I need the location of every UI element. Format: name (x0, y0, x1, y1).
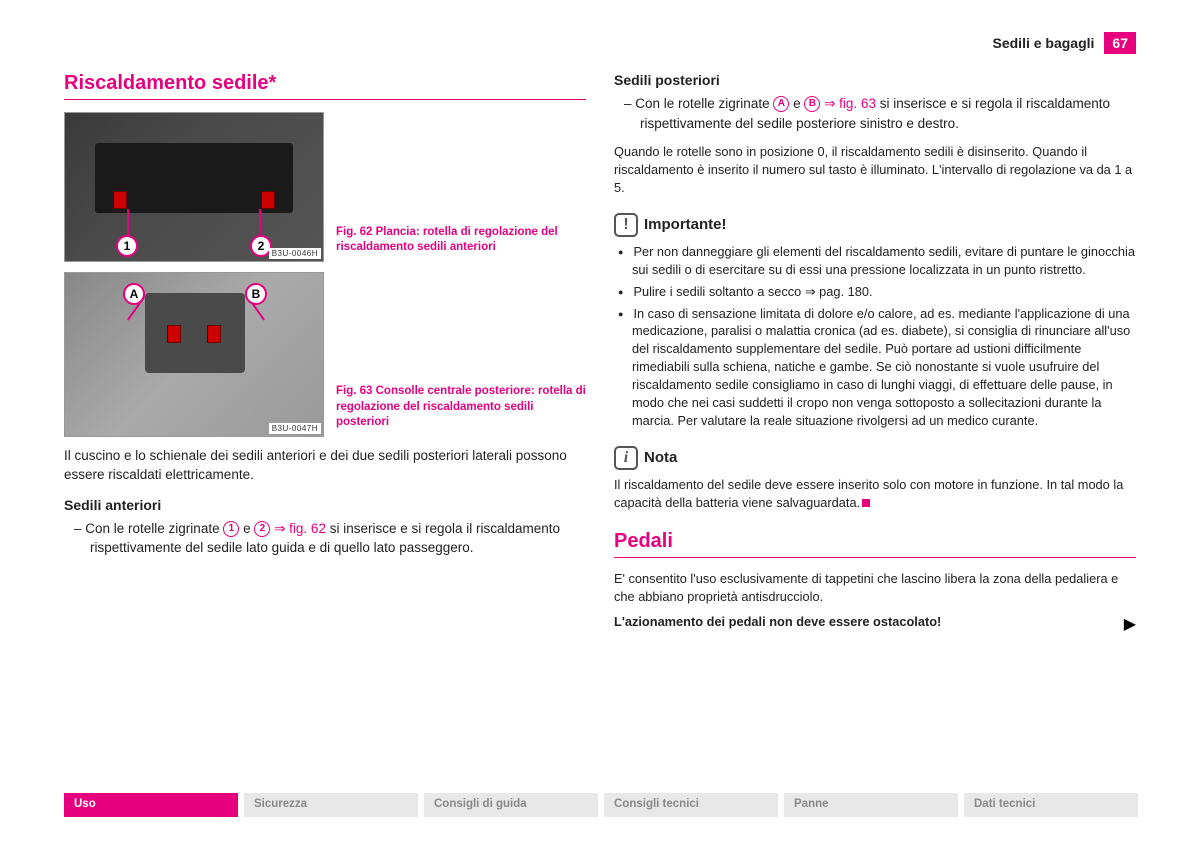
continue-arrow-icon: ▶ (1124, 614, 1136, 634)
heater-button-graphic (113, 191, 127, 209)
pedali-warning: L'azionamento dei pedali non deve essere… (614, 614, 941, 629)
ref-circle-a: A (773, 96, 789, 112)
callout-1: 1 (116, 235, 138, 257)
importante-label: Importante! (644, 216, 727, 233)
page: Sedili e bagagli 67 Riscaldamento sedile… (0, 0, 1200, 634)
figure-62-caption: Fig. 62 Plancia: rotella di regolazione … (336, 225, 586, 262)
end-marker-icon (862, 499, 870, 507)
importante-bullet: Per non danneggiare gli elementi del ris… (614, 243, 1136, 279)
figure-reference: ⇒ fig. 62 (270, 521, 326, 536)
pedali-warning-row: L'azionamento dei pedali non deve essere… (614, 614, 1136, 629)
content-columns: Riscaldamento sedile* 1 2 B3U-0046H Fig.… (64, 72, 1136, 634)
figure-63-caption: Fig. 63 Consolle centrale posteriore: ro… (336, 384, 586, 437)
text-fragment: e (789, 96, 804, 111)
importante-bullet: In caso di sensazione limitata di dolore… (614, 305, 1136, 430)
text-fragment: – Con le rotelle zigrinate (624, 96, 773, 111)
figure-62-image: 1 2 B3U-0046H (64, 112, 324, 262)
nota-paragraph: Il riscaldamento del sedile deve essere … (614, 476, 1136, 512)
subsection-anteriori: Sedili anteriori (64, 497, 586, 513)
ref-circle-b: B (804, 96, 820, 112)
page-header: Sedili e bagagli 67 (64, 32, 1136, 54)
pedali-paragraph: E' consentito l'uso esclusivamente di ta… (614, 570, 1136, 606)
footer-tab-dati-tecnici[interactable]: Dati tecnici (964, 793, 1144, 817)
footer-tab-sicurezza[interactable]: Sicurezza (244, 793, 424, 817)
section-title-pedali: Pedali (614, 530, 1136, 558)
right-column: Sedili posteriori – Con le rotelle zigri… (614, 72, 1136, 634)
figure-63-block: A B B3U-0047H Fig. 63 Consolle centrale … (64, 272, 586, 437)
heater-button-graphic (207, 325, 221, 343)
section-name: Sedili e bagagli (993, 35, 1095, 51)
subsection-posteriori: Sedili posteriori (614, 72, 1136, 88)
left-column: Riscaldamento sedile* 1 2 B3U-0046H Fig.… (64, 72, 586, 634)
importante-bullet: Pulire i sedili soltanto a secco ⇒ pag. … (614, 283, 1136, 301)
settings-paragraph: Quando le rotelle sono in posizione 0, i… (614, 143, 1136, 197)
text-fragment: e (239, 521, 254, 536)
footer-tab-panne[interactable]: Panne (784, 793, 964, 817)
importante-heading: ! Importante! (614, 213, 1136, 237)
footer-tab-consigli-tecnici[interactable]: Consigli tecnici (604, 793, 784, 817)
figure-reference: ⇒ fig. 63 (820, 96, 876, 111)
footer-tab-uso[interactable]: Uso (64, 793, 244, 817)
heater-button-graphic (167, 325, 181, 343)
nota-label: Nota (644, 449, 677, 466)
page-number: 67 (1104, 32, 1136, 54)
figure-62-block: 1 2 B3U-0046H Fig. 62 Plancia: rotella d… (64, 112, 586, 262)
image-id-label: B3U-0046H (269, 248, 321, 259)
text-fragment: – Con le rotelle zigrinate (74, 521, 223, 536)
section-title-riscaldamento: Riscaldamento sedile* (64, 72, 586, 100)
console-graphic (145, 293, 245, 373)
intro-paragraph: Il cuscino e lo schienale dei sedili ant… (64, 447, 586, 485)
footer-tab-consigli-guida[interactable]: Consigli di guida (424, 793, 604, 817)
ref-circle-1: 1 (223, 521, 239, 537)
posteriori-instruction: – Con le rotelle zigrinate A e B ⇒ fig. … (614, 94, 1136, 133)
warning-icon: ! (614, 213, 638, 237)
heater-button-graphic (261, 191, 275, 209)
figure-63-image: A B B3U-0047H (64, 272, 324, 437)
nota-heading: i Nota (614, 446, 1136, 470)
anteriori-instruction: – Con le rotelle zigrinate 1 e 2 ⇒ fig. … (64, 519, 586, 558)
info-icon: i (614, 446, 638, 470)
ref-circle-2: 2 (254, 521, 270, 537)
footer-nav: Uso Sicurezza Consigli di guida Consigli… (64, 793, 1144, 817)
callout-b: B (245, 283, 267, 305)
image-id-label: B3U-0047H (269, 423, 321, 434)
callout-a: A (123, 283, 145, 305)
